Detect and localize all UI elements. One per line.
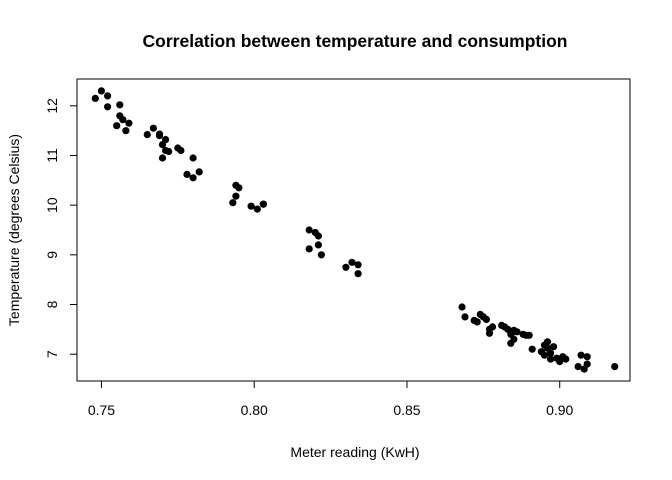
data-point [611, 363, 619, 371]
x-tick-label: 0.90 [546, 402, 573, 418]
data-point [314, 232, 322, 240]
data-point [232, 192, 240, 200]
data-point [189, 154, 197, 162]
data-point [354, 270, 362, 278]
data-point [113, 122, 121, 130]
data-point [458, 303, 466, 311]
data-point [513, 328, 521, 336]
data-point [155, 130, 164, 138]
data-points [91, 87, 619, 373]
data-point [162, 136, 170, 144]
data-point [543, 338, 552, 346]
data-point [195, 168, 203, 176]
data-point [473, 318, 481, 326]
y-axis-label: Temperature (degrees Celsius) [6, 134, 22, 326]
y-tick-label: 8 [44, 300, 60, 308]
y-tick-label: 9 [44, 251, 60, 259]
data-point [317, 251, 325, 259]
y-tick-label: 10 [44, 197, 60, 213]
data-point [165, 147, 173, 156]
data-point [259, 200, 267, 208]
data-point [354, 261, 362, 269]
data-point [550, 343, 558, 351]
data-point [143, 131, 151, 139]
data-point [91, 94, 99, 102]
data-point [488, 323, 497, 331]
data-point [104, 103, 112, 111]
y-axis: 7 8 9 10 11 12 [44, 98, 77, 358]
data-point [305, 226, 313, 234]
data-point [122, 127, 130, 135]
data-point [461, 313, 469, 321]
data-point [482, 315, 490, 323]
data-point [342, 263, 350, 271]
data-point [305, 245, 313, 253]
data-point [149, 124, 157, 132]
data-point [485, 329, 494, 337]
data-point [125, 119, 133, 127]
data-point [577, 351, 585, 359]
plot-area-border [76, 78, 631, 382]
data-point [158, 154, 167, 162]
data-point [525, 331, 533, 339]
y-tick-label: 12 [44, 98, 60, 114]
data-point [229, 199, 237, 207]
data-point [116, 101, 124, 109]
x-axis-label: Meter reading (KwH) [290, 444, 419, 460]
data-point [574, 363, 582, 371]
data-point [583, 360, 591, 368]
data-point [540, 351, 549, 359]
data-point [314, 241, 322, 249]
x-tick-label: 0.75 [88, 402, 115, 418]
x-tick-label: 0.85 [393, 402, 420, 418]
data-point [583, 353, 591, 361]
x-axis: 0.75 0.80 0.85 0.90 [88, 381, 574, 418]
y-tick-label: 7 [44, 350, 60, 358]
data-point [247, 202, 255, 210]
data-point [528, 345, 536, 353]
y-tick-label: 11 [44, 148, 60, 163]
data-point [547, 349, 555, 357]
x-tick-label: 0.80 [241, 402, 268, 418]
data-point [189, 174, 197, 182]
data-point [183, 170, 191, 178]
chart-title: Correlation between temperature and cons… [143, 31, 568, 51]
data-point [253, 205, 261, 213]
data-point [562, 355, 570, 363]
data-point [177, 146, 185, 155]
data-point [235, 184, 243, 192]
data-point [507, 339, 515, 347]
data-point [348, 258, 356, 266]
data-point [119, 116, 127, 124]
data-point [104, 92, 112, 100]
data-point [97, 87, 105, 95]
data-point [547, 355, 555, 363]
